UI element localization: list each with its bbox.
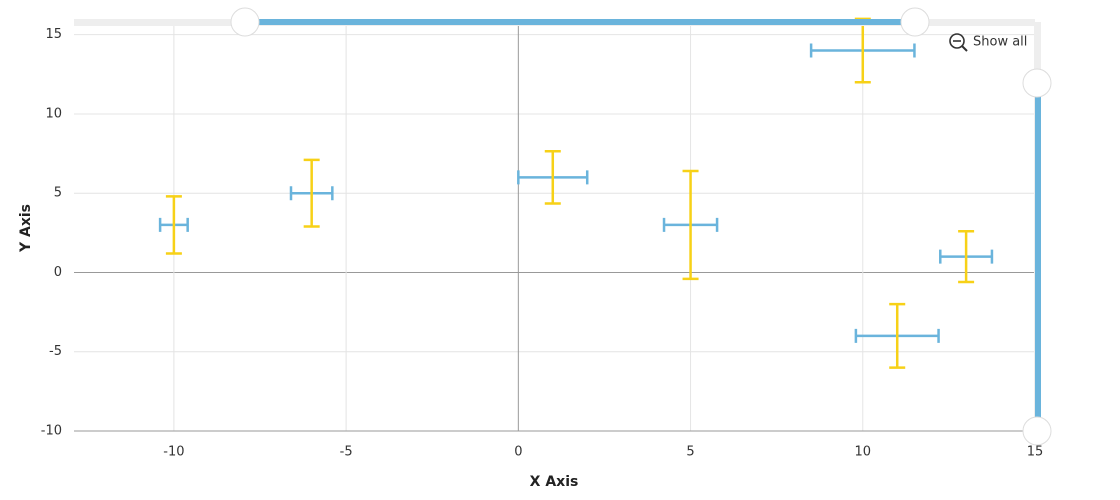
x-tick-label: 15 <box>1027 445 1044 460</box>
x-tick-label: -10 <box>163 445 184 460</box>
y-tick-label: -5 <box>49 344 62 359</box>
y-tick-label: 0 <box>54 265 62 280</box>
x-axis-title: X Axis <box>530 474 579 490</box>
x-scroll-handle[interactable] <box>230 7 260 37</box>
y-scroll-thumb[interactable] <box>1035 83 1041 431</box>
x-tick-label: 10 <box>855 445 872 460</box>
y-error-bar <box>958 230 975 284</box>
y-error-bar <box>165 195 182 255</box>
y-scroll-handle[interactable] <box>1022 68 1052 98</box>
zoom-icon <box>961 45 968 52</box>
y-error-bar <box>544 149 561 205</box>
x-tick-label: 5 <box>686 445 694 460</box>
y-tick-label: -10 <box>41 424 62 439</box>
y-scrollbar[interactable] <box>1022 22 1052 446</box>
y-tick-label: 15 <box>45 27 62 42</box>
x-scroll-handle[interactable] <box>900 7 930 37</box>
y-tick-label: 5 <box>54 186 62 201</box>
x-scrollbar[interactable] <box>74 7 1035 37</box>
zoom-icon <box>949 33 965 49</box>
y-error-bar <box>682 169 699 281</box>
y-error-bar <box>854 17 871 84</box>
reset-button-label[interactable]: Show all <box>973 35 1027 50</box>
y-error-bar <box>889 302 906 369</box>
x-tick-label: 0 <box>514 445 522 460</box>
x-tick-label: -5 <box>340 445 353 460</box>
y-tick-label: 10 <box>45 106 62 121</box>
y-error-bar <box>303 158 320 228</box>
plot-area: -10 -5 0 5 10 15 -10 -5 0 5 10 15 <box>41 17 1044 460</box>
reset-zoom-button[interactable]: Show all <box>949 33 1027 52</box>
y-scroll-handle[interactable] <box>1022 416 1052 446</box>
y-axis-title: Y Axis <box>18 204 34 253</box>
x-scroll-thumb[interactable] <box>245 19 915 25</box>
